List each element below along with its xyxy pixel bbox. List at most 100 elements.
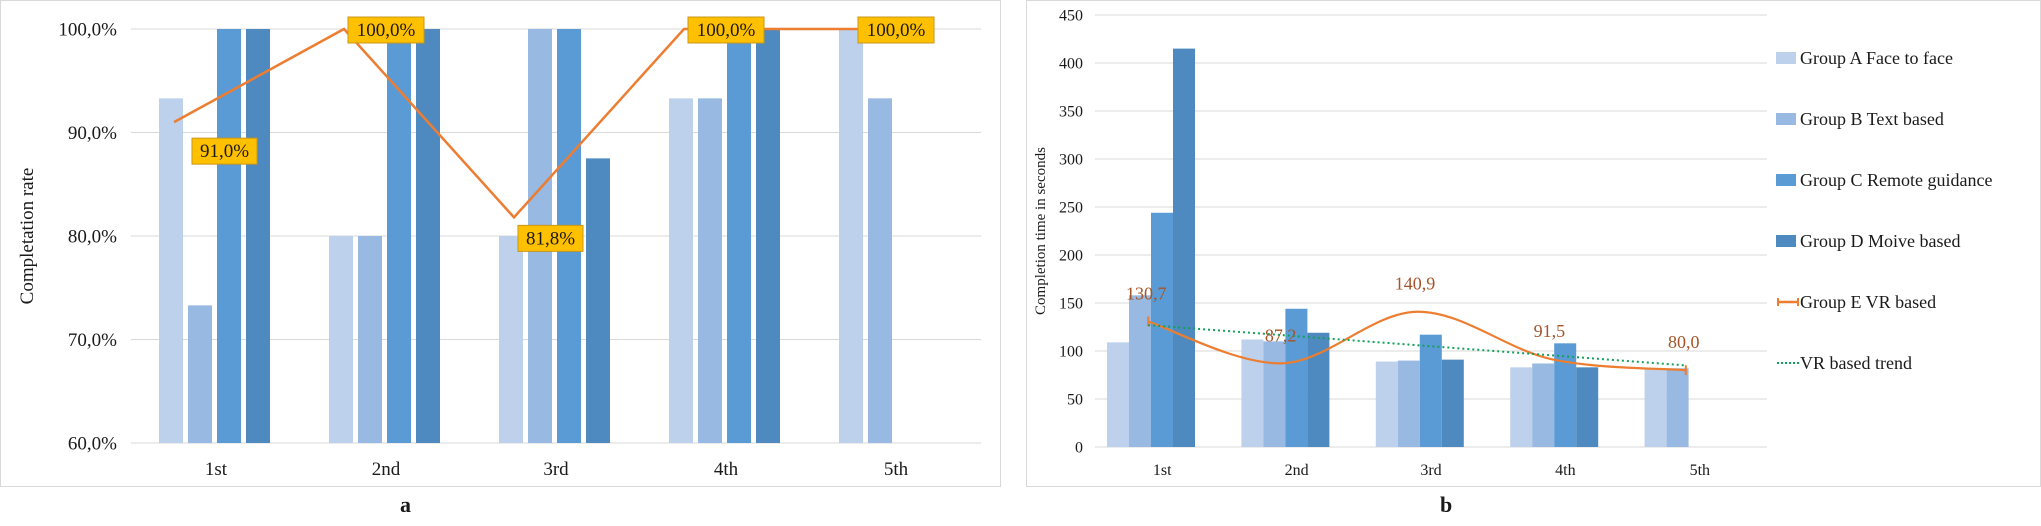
bar: [416, 29, 440, 443]
bar: [358, 236, 382, 443]
bar: [698, 98, 722, 443]
legend-label-trend: VR based trend: [1800, 352, 1912, 373]
bar: [1644, 368, 1667, 447]
vr-data-label: 81,8%: [526, 228, 575, 249]
bar: [586, 158, 610, 443]
legend-item-group-c: Group C Remote guidance: [1776, 167, 1992, 193]
vr-data-label-box: [687, 16, 765, 44]
vr-data-label-box: [347, 16, 425, 44]
y-axis-label: Completation rate: [17, 168, 38, 305]
bar: [839, 29, 863, 443]
y-tick-label: 450: [1059, 8, 1083, 25]
bar: [188, 305, 212, 443]
bar: [1129, 295, 1151, 447]
legend-swatch-group-b: [1776, 113, 1796, 125]
y-tick-label: 60,0%: [68, 434, 117, 455]
legend-swatch-group-c: [1776, 174, 1796, 186]
y-tick-label: 250: [1059, 200, 1083, 217]
y-tick-label: 80,0%: [68, 227, 117, 248]
legend-label-group-a: Group A Face to face: [1800, 47, 1953, 68]
bar: [1532, 363, 1555, 447]
chart-a-svg: 60,0% 70,0% 80,0% 90,0% 100,0% Completation r…: [17, 16, 981, 480]
x-tick-label: 2nd: [1285, 462, 1309, 479]
y-tick-label: 50: [1067, 392, 1083, 409]
y-tick-label: 200: [1059, 248, 1083, 265]
legend-item-group-e: Group E VR based: [1776, 289, 1936, 315]
y-tick-label: 0: [1075, 440, 1083, 457]
bar: [1307, 332, 1330, 447]
vr-data-label: 91,0%: [200, 141, 249, 162]
bar: [499, 236, 523, 443]
legend-swatch-group-d: [1776, 235, 1796, 247]
y-tick-label: 100: [1059, 344, 1083, 361]
y-tick-label: 150: [1059, 296, 1083, 313]
x-tick-label: 3rd: [1420, 462, 1441, 479]
vr-data-label: 100,0%: [697, 20, 756, 41]
vr-data-label-b: 140,9: [1395, 274, 1436, 294]
vr-trend-line: [1148, 324, 1686, 367]
legend-swatch-group-a: [1776, 52, 1796, 64]
vr-data-label-b: 80,0: [1668, 332, 1700, 352]
legend-item-group-a: Group A Face to face: [1776, 45, 1953, 71]
y-axis-label: Completion time in seconds: [1033, 147, 1049, 315]
legend-label-group-e: Group E VR based: [1800, 291, 1937, 312]
vr-data-label: 100,0%: [867, 20, 926, 41]
legend-item-group-d: Group D Moive based: [1776, 228, 1960, 254]
legend-label-group-b: Group B Text based: [1800, 108, 1944, 129]
bar: [868, 98, 892, 443]
x-tick-label: 4th: [714, 459, 739, 480]
x-tick-label: 1st: [1153, 462, 1172, 479]
y-tick-label: 350: [1059, 104, 1083, 121]
vr-data-label-box: [191, 137, 258, 165]
legend-item-trend: VR based trend: [1776, 350, 1912, 376]
bar: [159, 98, 183, 443]
bar: [1173, 48, 1195, 447]
vr-line-a: [173, 27, 854, 220]
x-tick-label: 5th: [884, 459, 909, 480]
bar: [329, 236, 353, 443]
bar: [727, 29, 751, 443]
bar: [1397, 360, 1420, 447]
x-tick-label: 4th: [1555, 462, 1575, 479]
vr-data-label: 100,0%: [357, 20, 416, 41]
y-tick-label: 90,0%: [68, 123, 117, 144]
bar: [1576, 367, 1599, 447]
legend-label-group-d: Group D Moive based: [1800, 230, 1961, 251]
vr-data-label-box: [517, 224, 584, 252]
vr-data-label-b: 87,2: [1265, 325, 1297, 345]
x-tick-label: 5th: [1690, 462, 1710, 479]
bar: [1107, 342, 1129, 447]
y-tick-label: 100,0%: [58, 20, 117, 41]
legend-line-group-e: [1777, 298, 1799, 306]
bar: [1666, 368, 1689, 447]
bar: [217, 29, 241, 443]
x-tick-label: 3rd: [543, 459, 569, 480]
bar: [1554, 343, 1577, 447]
bar: [1263, 341, 1286, 447]
vr-data-label-b: 91,5: [1534, 321, 1566, 341]
y-tick-label: 70,0%: [68, 330, 117, 351]
legend-label-group-c: Group C Remote guidance: [1800, 169, 1993, 190]
panel-label-b: b: [1440, 492, 1453, 517]
y-tick-label: 300: [1059, 152, 1083, 169]
legend-line-trend: [1777, 362, 1799, 364]
bar: [1241, 339, 1264, 447]
legend-item-group-b: Group B Text based: [1776, 106, 1944, 132]
bar: [1510, 367, 1533, 447]
chart-panel-b: 0 50 100 150 200 250 300 350 400 450 Completion ti…: [1026, 0, 2041, 487]
bar: [1285, 308, 1308, 447]
bar: [246, 29, 270, 443]
panel-label-a: a: [400, 492, 411, 517]
chart-panel-a: 60,0% 70,0% 80,0% 90,0% 100,0% Completation r…: [0, 0, 1001, 487]
chart-b-svg: 0 50 100 150 200 250 300 350 400 450 Completion ti…: [1033, 8, 1767, 479]
x-tick-label: 2nd: [372, 459, 401, 480]
bar: [669, 98, 693, 443]
bar: [1441, 359, 1464, 447]
x-tick-label: 1st: [205, 459, 228, 480]
vr-line-b: [1147, 310, 1686, 372]
bar: [1419, 334, 1442, 447]
vr-data-label-box: [857, 16, 935, 44]
bar: [1151, 212, 1173, 447]
bar: [1375, 361, 1398, 447]
vr-data-label-b: 130,7: [1126, 284, 1167, 304]
